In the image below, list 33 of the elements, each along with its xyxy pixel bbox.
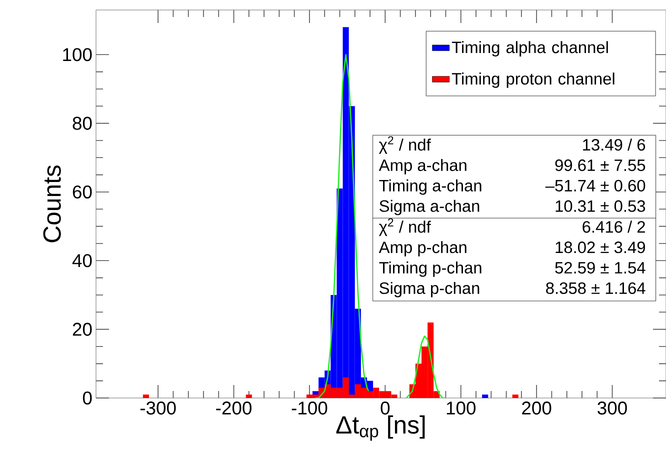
annotation: Timing a-chan xyxy=(379,179,482,195)
y-tick-label: 0 xyxy=(82,391,92,405)
legend-label: Timing alpha channel xyxy=(452,41,608,56)
annotation: Amp a-chan xyxy=(378,159,466,174)
y-tick-label: 60 xyxy=(72,185,92,199)
x-tick-label: -200 xyxy=(216,402,252,415)
x-tick-label: 300 xyxy=(598,402,627,415)
x-tick-label: -100 xyxy=(292,402,328,415)
y-tick-label: 20 xyxy=(72,322,92,336)
annotation: Sigma a-chan xyxy=(380,200,480,216)
y-tick-label: 100 xyxy=(63,48,92,62)
annotation: χ$^{2}$ / ndf xyxy=(378,218,431,236)
annotation: Sigma p-chan xyxy=(380,282,480,298)
x-tick-label: 200 xyxy=(522,402,552,415)
annotation: –51.74 ± 0.60 xyxy=(545,180,646,192)
x-tick-label: 100 xyxy=(446,402,476,415)
annotation: 52.59 ± 1.54 xyxy=(555,262,646,274)
y-tick-label: 80 xyxy=(72,116,92,130)
legend-label: Timing proton channel xyxy=(452,72,614,88)
x-tick-label: -300 xyxy=(140,402,176,415)
annotation: 10.31 ± 0.53 xyxy=(556,200,646,212)
annotation: Amp p-chan xyxy=(378,241,466,256)
annotation: 6.416 / 2 xyxy=(582,220,645,233)
y-tick-label: 40 xyxy=(72,254,92,268)
annotation: 18.02 ± 3.49 xyxy=(556,242,646,254)
x-tick-label: 0 xyxy=(380,402,390,415)
annotation: 99.61 ± 7.55 xyxy=(555,159,646,172)
y-axis-title: Counts xyxy=(43,165,61,242)
x-axis-title: Δt$_{αp}$ [ns] xyxy=(336,415,425,441)
annotation: 13.49 / 6 xyxy=(583,138,646,151)
annotation: χ$^{2}$ / ndf xyxy=(378,136,431,154)
annotation: Timing p-chan xyxy=(379,262,482,277)
annotation: 8.358 ± 1.164 xyxy=(546,282,646,294)
